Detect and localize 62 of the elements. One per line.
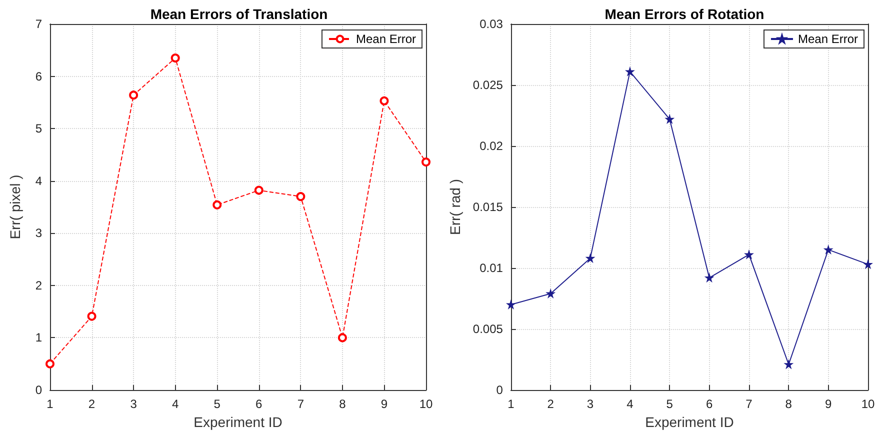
x-tick-label: 7 (297, 397, 304, 411)
x-tick-label: 2 (88, 397, 96, 411)
point (129, 90, 138, 100)
point (506, 300, 515, 309)
x-tick-label: 3 (130, 397, 138, 411)
y-tick-label: 3 (35, 226, 42, 240)
point (626, 68, 634, 76)
y-tick-label: 0.015 (472, 200, 504, 214)
x-axis-title: Experiment ID (194, 414, 282, 430)
y-tick-label: 0 (496, 383, 504, 397)
legend-label: Mean Error (356, 32, 416, 46)
chart-title: Mean Errors of Translation (150, 6, 328, 22)
point (380, 96, 389, 106)
y-tick-label: 4 (35, 174, 42, 188)
y-tick-label: 2 (35, 278, 42, 292)
point (46, 359, 54, 368)
x-tick-label: 10 (419, 397, 433, 411)
legend-label: Mean Error (798, 32, 858, 46)
chart-title: Mean Errors of Rotation (604, 6, 764, 22)
x-tick-label: 4 (626, 397, 634, 411)
y-axis-title: Err( rad ) (447, 179, 463, 235)
x-tick-label: 6 (256, 397, 263, 411)
y-tick-label: 0 (35, 383, 42, 397)
y-tick-label: 0.01 (480, 261, 504, 275)
y-tick-label: 1 (35, 330, 42, 345)
point (422, 158, 430, 167)
y-tick-label: 7 (35, 17, 42, 31)
point (87, 312, 96, 321)
point (170, 53, 180, 62)
x-tick-label: 8 (339, 397, 346, 411)
y-tick-label: 0.025 (472, 78, 504, 92)
x-tick-label: 5 (666, 397, 674, 411)
x-tick-label: 8 (785, 397, 792, 411)
point (666, 115, 674, 124)
x-tick-label: 7 (746, 397, 753, 411)
y-tick-label: 5 (35, 122, 42, 136)
x-tick-label: 1 (508, 397, 515, 411)
point (546, 290, 555, 298)
point (296, 192, 306, 202)
x-tick-label: 6 (706, 397, 713, 411)
point (338, 333, 347, 342)
point (864, 260, 872, 268)
point (586, 254, 594, 262)
y-axis-title: Err( pixel ) (7, 174, 23, 240)
point (212, 200, 222, 210)
point (784, 360, 793, 368)
x-tick-label: 5 (214, 397, 221, 411)
y-tick-label: 0.03 (480, 17, 504, 31)
point (705, 274, 714, 282)
x-tick-label: 10 (861, 397, 875, 411)
x-tick-label: 3 (586, 397, 594, 411)
y-tick-label: 0.005 (472, 322, 504, 336)
x-axis-title: Experiment ID (645, 414, 734, 430)
x-tick-label: 2 (547, 397, 554, 411)
y-tick-label: 0.02 (480, 139, 504, 153)
y-tick-label: 6 (35, 69, 42, 84)
point (254, 186, 264, 195)
x-tick-label: 9 (380, 397, 388, 411)
x-tick-label: 4 (172, 397, 179, 411)
point (824, 246, 832, 254)
x-tick-label: 1 (46, 397, 54, 411)
x-tick-label: 9 (824, 397, 832, 411)
